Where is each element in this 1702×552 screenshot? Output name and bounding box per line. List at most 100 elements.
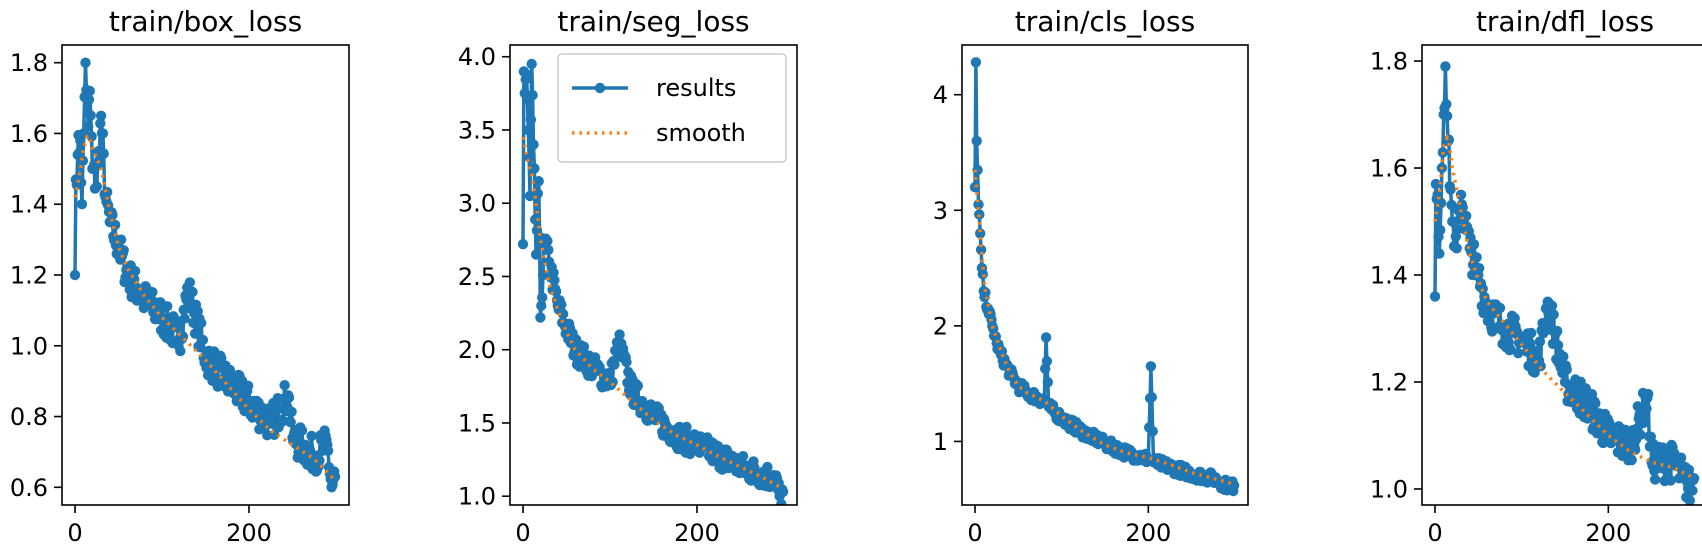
series-results-point: [1146, 392, 1158, 403]
series-results-point: [197, 334, 209, 346]
series-results-point: [80, 57, 91, 68]
series-results-point: [1461, 210, 1472, 222]
series-results-point: [69, 269, 81, 281]
chart-title: train/box_loss: [109, 5, 302, 38]
series-results-point: [1446, 199, 1457, 211]
series-results-point: [83, 94, 95, 105]
subplot-4: train/dfl_loss 1.0 1.2 1.4 1.6 1.8 0 200: [1370, 5, 1702, 547]
series-results-point: [1558, 351, 1569, 362]
series-results-point: [107, 209, 118, 221]
series-results-point: [1147, 426, 1158, 437]
series-results-point: [1494, 302, 1506, 314]
series-results-point: [1546, 300, 1558, 311]
series-results-point: [528, 139, 539, 150]
series-results-line: [973, 60, 1236, 493]
series-results-point: [1445, 184, 1456, 195]
series-results-point: [172, 322, 183, 333]
series-results-point: [1688, 473, 1700, 484]
series-results-point: [970, 57, 982, 68]
series-results-point: [1641, 403, 1652, 414]
series-results-point: [1434, 248, 1445, 259]
y-tick-label: 1.2: [1370, 368, 1408, 396]
series-results-point: [681, 421, 692, 433]
series-results-point: [189, 328, 201, 339]
legend-results-label: results: [656, 74, 736, 102]
y-tick-label: 4: [933, 81, 948, 109]
series-results-point: [76, 199, 88, 210]
x-tick-label: 0: [1427, 519, 1442, 547]
y-tick-label: 0.8: [10, 403, 48, 431]
series-results-point: [286, 406, 297, 417]
series-results-point: [85, 110, 96, 121]
series-results-point: [1430, 178, 1442, 190]
series-results-point: [1590, 398, 1601, 409]
series-results-point: [1041, 356, 1053, 367]
series-results-point: [973, 199, 984, 210]
series-results-point: [1626, 454, 1637, 466]
y-tick-label: 1: [933, 428, 948, 456]
series-results-point: [82, 121, 94, 132]
series-results-point: [974, 209, 985, 220]
plot-area: [517, 58, 789, 505]
series-results-point: [971, 135, 982, 147]
y-tick-label: 1.8: [1370, 48, 1408, 76]
series-results-point: [162, 301, 173, 312]
plot-area: [1429, 61, 1700, 505]
series-results-point: [536, 300, 547, 311]
series-results-point: [1145, 361, 1157, 372]
series-results-point: [283, 392, 295, 403]
series-results-point: [75, 177, 87, 188]
y-tick-label: 1.2: [10, 262, 48, 290]
y-tick-label: 1.6: [1370, 155, 1408, 183]
series-results-point: [1684, 495, 1695, 505]
chart-title: train/dfl_loss: [1476, 5, 1654, 38]
series-results-point: [524, 190, 536, 202]
series-results-point: [279, 380, 290, 391]
series-results-point: [1665, 475, 1676, 486]
series-results-point: [972, 164, 983, 176]
series-results-point: [603, 367, 615, 379]
series-results-point: [1526, 327, 1537, 339]
y-tick-label: 1.0: [10, 332, 48, 360]
axes-frame: [509, 44, 798, 506]
legend-results-marker: [594, 82, 606, 94]
series-results-point: [296, 425, 308, 436]
series-results-point: [1429, 291, 1441, 302]
series-results-point: [526, 58, 537, 70]
series-results-point: [184, 277, 195, 288]
series-results-point: [543, 244, 554, 256]
series-results-point: [77, 155, 89, 166]
series-results-point: [84, 85, 96, 97]
y-tick-label: 1.0: [1370, 475, 1408, 503]
plot-area: [69, 57, 341, 493]
axes-frame: [961, 44, 1249, 506]
y-tick-label: 3.5: [458, 116, 496, 144]
series-results-point: [533, 176, 544, 187]
series-results-point: [557, 308, 569, 320]
y-tick-label: 4.0: [458, 43, 496, 71]
series-results-point: [1643, 388, 1654, 400]
series-results-point: [527, 90, 538, 101]
y-tick-label: 3.0: [458, 190, 496, 218]
series-results-point: [1632, 401, 1644, 412]
series-results-point: [1548, 309, 1559, 320]
y-tick-label: 0.6: [10, 474, 48, 502]
series-results-point: [1040, 332, 1052, 343]
series-results-point: [777, 486, 789, 497]
chart-title: train/cls_loss: [1015, 5, 1195, 38]
series-results-point: [537, 292, 548, 303]
series-results-line: [73, 60, 337, 490]
y-tick-label: 1.5: [458, 409, 496, 437]
series-results-point: [242, 380, 254, 391]
y-tick-label: 1.4: [10, 191, 48, 219]
y-tick-label: 3: [933, 197, 948, 225]
series-results-point: [1455, 189, 1467, 200]
series-results-point: [129, 265, 141, 277]
series-results-point: [530, 214, 541, 225]
series-results-point: [1513, 348, 1524, 359]
series-results-point: [1630, 444, 1641, 455]
series-results-point: [1525, 338, 1536, 349]
x-tick-label: 0: [967, 519, 982, 547]
series-results-point: [1228, 480, 1240, 491]
